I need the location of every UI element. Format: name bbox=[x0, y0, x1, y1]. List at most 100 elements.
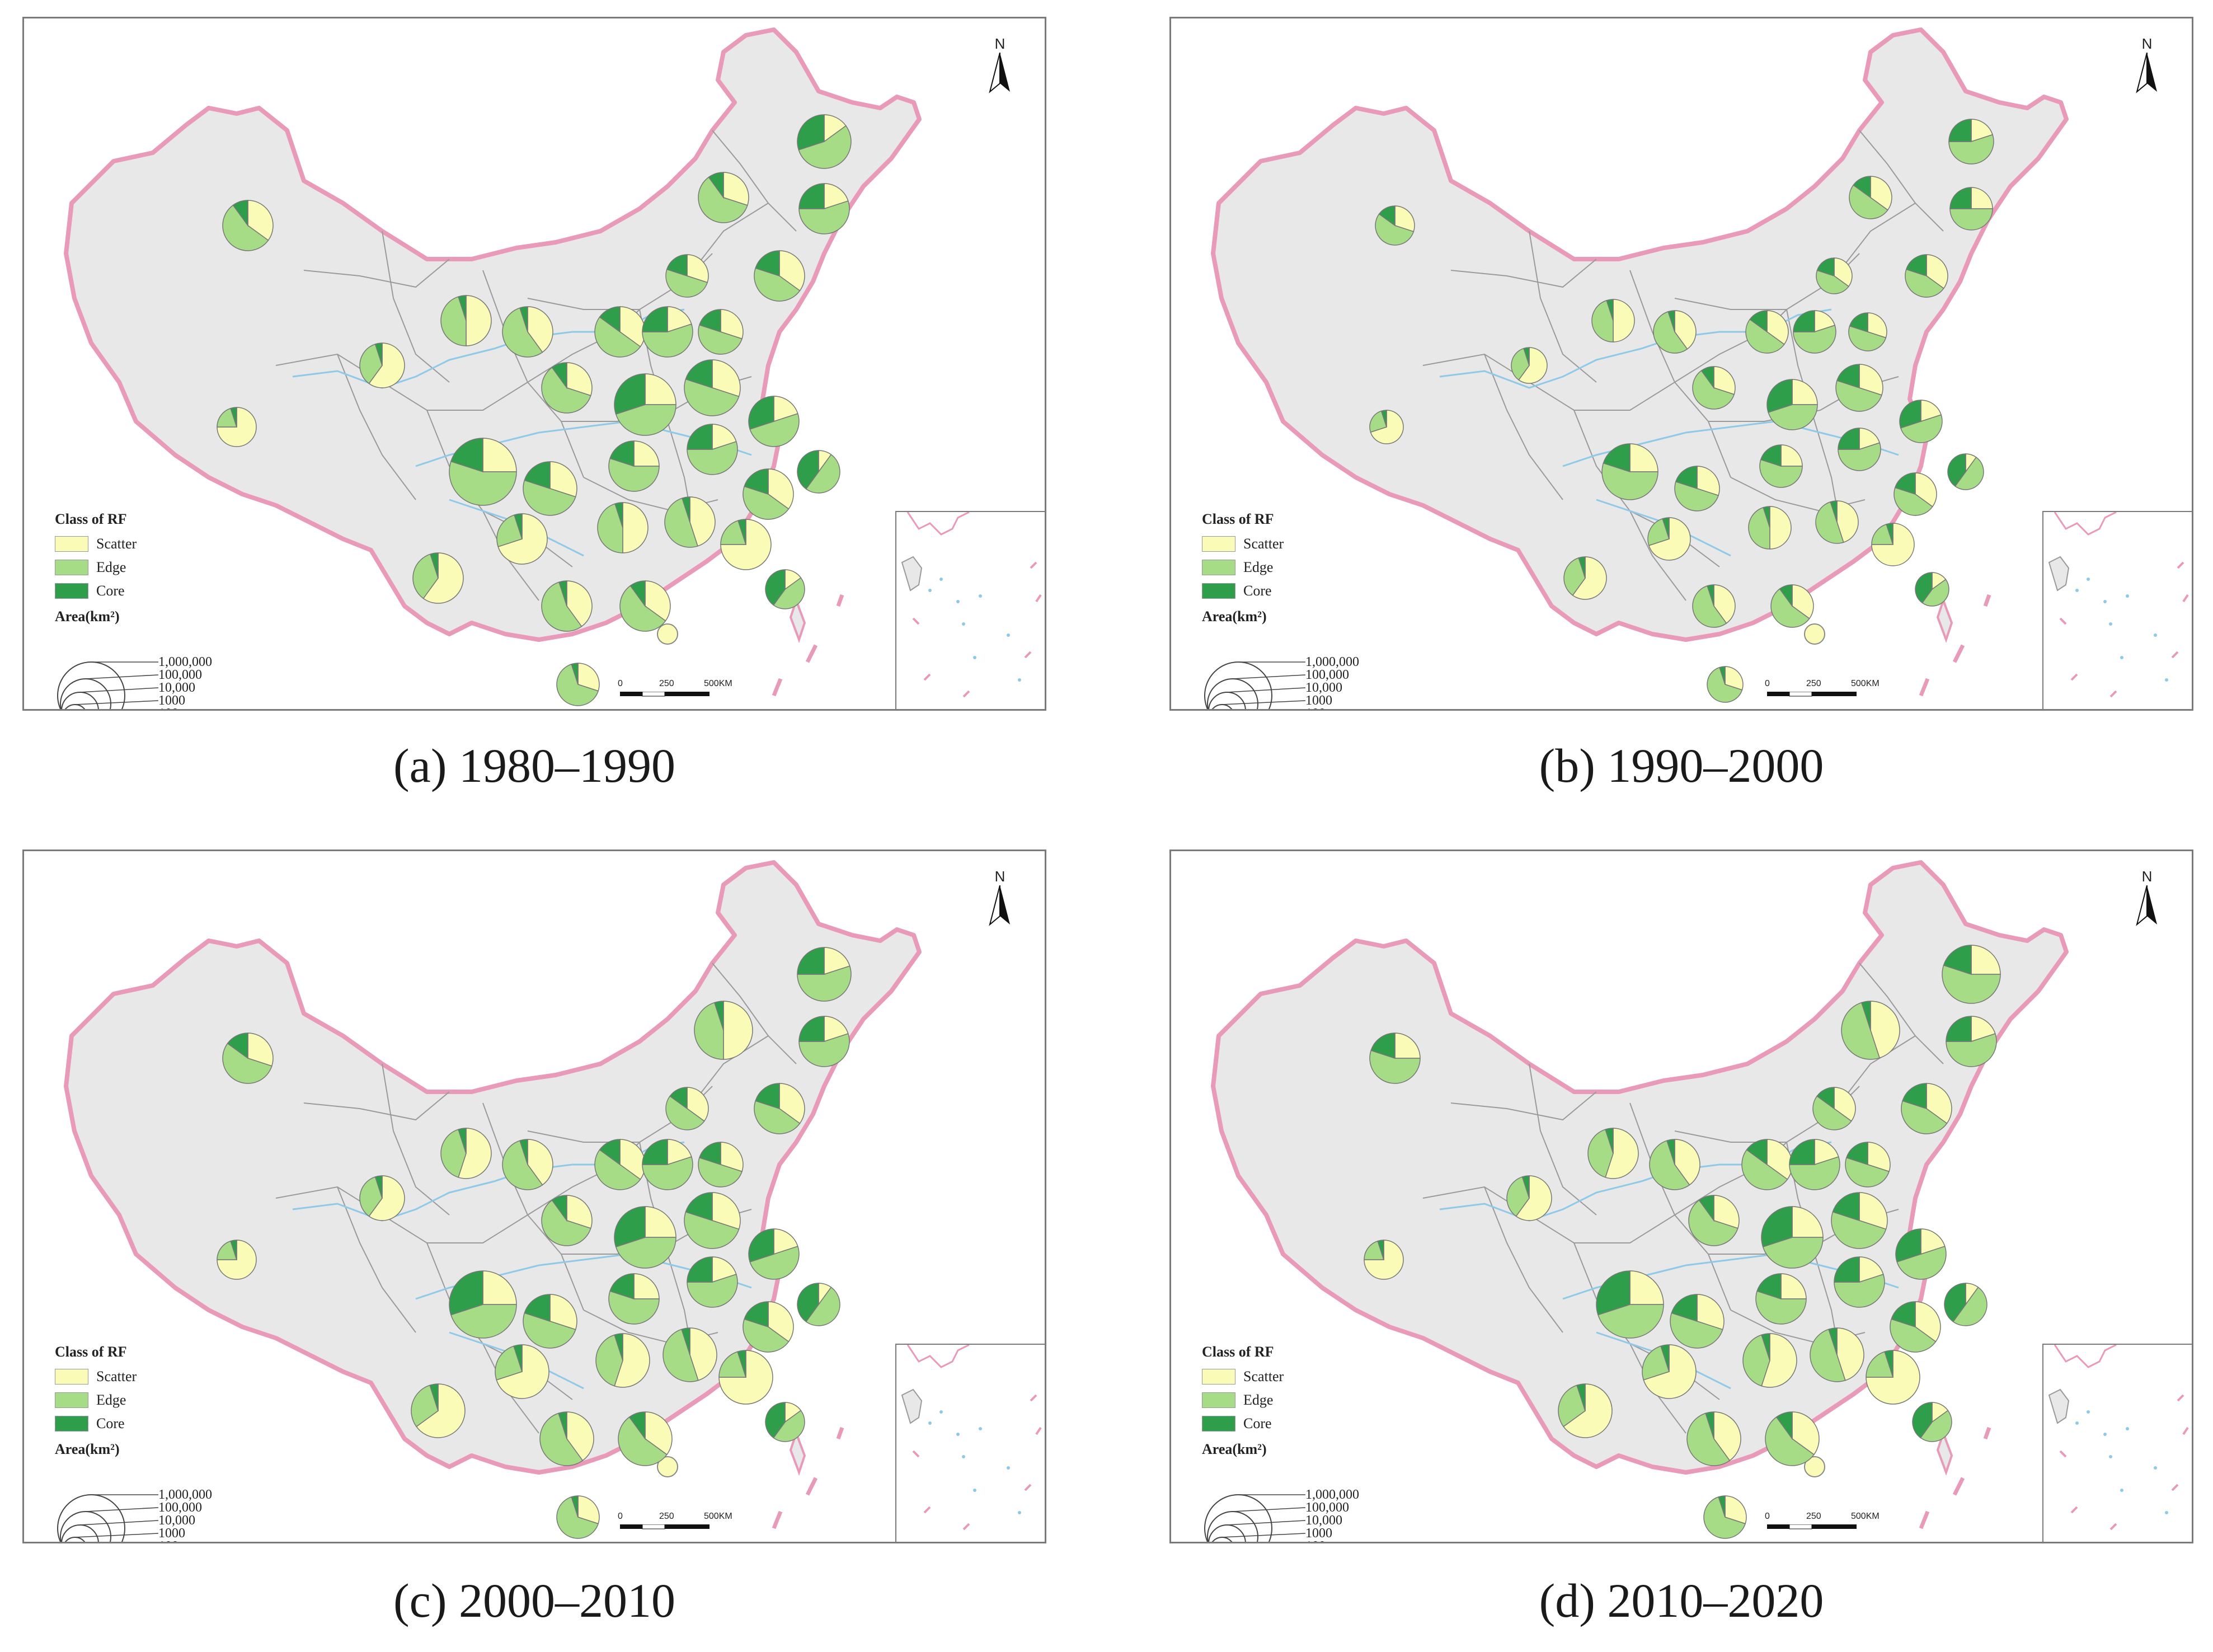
inset-boundary-dash bbox=[2070, 673, 2078, 681]
pie-slice-core bbox=[1756, 1273, 1782, 1300]
pie-chart bbox=[1742, 1333, 1797, 1388]
pie-slice-core bbox=[1698, 1195, 1714, 1222]
pie-slice-edge bbox=[618, 1416, 668, 1466]
pie-chart bbox=[1649, 1139, 1700, 1190]
size-legend: 1,000,000 100,000 10,000 1000 100 bbox=[1202, 1486, 1403, 1542]
size-label-1000: 1000 bbox=[1305, 693, 1332, 708]
pie-slice-edge bbox=[222, 1043, 272, 1084]
pie-chart bbox=[1653, 310, 1697, 354]
pie-chart bbox=[1369, 1032, 1421, 1084]
pie-slice-edge bbox=[1558, 1385, 1586, 1428]
province-boundary bbox=[303, 259, 450, 288]
province-boundary bbox=[1484, 354, 1563, 500]
inset-dot bbox=[2120, 1489, 2123, 1492]
size-label-1000000: 1,000,000 bbox=[1305, 1487, 1359, 1502]
pie-slice-core bbox=[1846, 1142, 1868, 1166]
legend-item-core: Core bbox=[1202, 579, 1381, 603]
pie-chart bbox=[1848, 312, 1887, 351]
pie-chart bbox=[1815, 500, 1859, 544]
pie-chart bbox=[1899, 400, 1943, 443]
north-label: N bbox=[994, 35, 1006, 52]
pie-slice-core bbox=[558, 1411, 567, 1439]
pie-slice-edge bbox=[523, 480, 576, 516]
pie-chart bbox=[1692, 366, 1736, 410]
pie-slice-core bbox=[713, 1001, 724, 1031]
pie-slice-edge bbox=[1506, 1176, 1530, 1217]
pie-slice-scatter bbox=[720, 1142, 744, 1172]
pie-slice-core bbox=[1886, 523, 1893, 545]
pie-slice-core bbox=[1912, 1402, 1933, 1439]
pie-chart bbox=[541, 362, 593, 414]
pie-slice-scatter bbox=[1867, 1142, 1891, 1172]
pie-chart bbox=[748, 1228, 800, 1280]
legend-area-title: Area(km²) bbox=[1202, 1441, 1267, 1457]
pie-slice-core bbox=[1370, 1032, 1396, 1059]
pie-slice-edge bbox=[1866, 1351, 1894, 1378]
pie-chart bbox=[663, 1327, 717, 1382]
pie-slice-core bbox=[1946, 1016, 1972, 1042]
scale-label-500: 500KM bbox=[1851, 679, 1880, 688]
pie-chart bbox=[1912, 1402, 1952, 1442]
pie-slice-edge bbox=[1670, 1312, 1723, 1349]
pie-slice-edge bbox=[1703, 1496, 1746, 1539]
pie-slice-scatter bbox=[1766, 310, 1789, 345]
pie-slice-core bbox=[551, 1195, 567, 1222]
pie-slice-scatter bbox=[1563, 1383, 1613, 1438]
pie-chart bbox=[1765, 1411, 1820, 1466]
pie-slice-scatter bbox=[712, 1192, 741, 1230]
pie-slice-edge bbox=[359, 1176, 383, 1217]
pie-chart bbox=[1834, 1256, 1885, 1308]
pie-slice-core bbox=[1779, 584, 1793, 608]
pie-chart bbox=[665, 1087, 709, 1130]
pie-slice-core bbox=[755, 250, 780, 277]
pie-slice-scatter bbox=[1674, 310, 1697, 350]
pie-slice-core bbox=[1380, 410, 1387, 428]
pie-chart bbox=[618, 1411, 673, 1466]
scale-label-500: 500KM bbox=[1851, 1512, 1880, 1521]
pie-slice-edge bbox=[718, 1351, 747, 1378]
pie-slice-edge bbox=[1770, 588, 1810, 628]
pie-slice-edge bbox=[1901, 1100, 1948, 1134]
boundary-dash bbox=[1983, 1426, 1991, 1440]
pie-chart bbox=[698, 1142, 744, 1188]
pie-slice-core bbox=[1719, 666, 1726, 685]
pie-slice-edge bbox=[1686, 1412, 1731, 1466]
pie-chart bbox=[619, 580, 671, 632]
pie-slice-edge bbox=[798, 200, 850, 234]
pie-slice-scatter bbox=[527, 306, 553, 353]
scale-label-500: 500KM bbox=[704, 1512, 732, 1521]
pie-slice-core bbox=[1700, 366, 1714, 389]
pie-slice-core bbox=[737, 519, 746, 545]
size-label-1000000: 1,000,000 bbox=[158, 655, 212, 669]
size-label-100: 100 bbox=[158, 1540, 178, 1542]
pie-chart bbox=[359, 342, 405, 388]
boundary-dash bbox=[1919, 678, 1930, 697]
pie-slice-edge bbox=[754, 267, 801, 302]
china-map-c bbox=[64, 860, 922, 1539]
pie-slice-scatter bbox=[667, 1139, 692, 1166]
legend-label-core: Core bbox=[96, 583, 125, 599]
pie-chart bbox=[687, 1256, 738, 1308]
pie-slice-edge bbox=[1841, 1002, 1881, 1060]
pie-slice-core bbox=[524, 461, 551, 490]
pie-slice-edge bbox=[608, 458, 660, 492]
pie-slice-scatter bbox=[482, 438, 517, 472]
china-map-b bbox=[1211, 27, 2069, 703]
pie-slice-scatter bbox=[1926, 254, 1948, 289]
pie-chart bbox=[1944, 1283, 1988, 1326]
pie-slice-core bbox=[558, 580, 567, 607]
pie-slice-scatter bbox=[527, 1139, 553, 1186]
pie-chart bbox=[1845, 1142, 1891, 1188]
legend-item-core: Core bbox=[1202, 1412, 1381, 1435]
pie-slice-scatter bbox=[1870, 176, 1892, 211]
pie-chart bbox=[684, 1192, 741, 1249]
north-arrow: N bbox=[2130, 35, 2164, 102]
pie-chart bbox=[1838, 428, 1881, 471]
pie-slice-core bbox=[374, 1175, 383, 1199]
pie-chart bbox=[556, 1495, 600, 1539]
pie-slice-edge bbox=[1812, 1095, 1852, 1130]
pie-slice-core bbox=[609, 440, 635, 467]
legend-label-edge: Edge bbox=[1243, 559, 1274, 575]
pie-chart bbox=[1369, 410, 1404, 444]
province-boundary bbox=[303, 1091, 450, 1121]
